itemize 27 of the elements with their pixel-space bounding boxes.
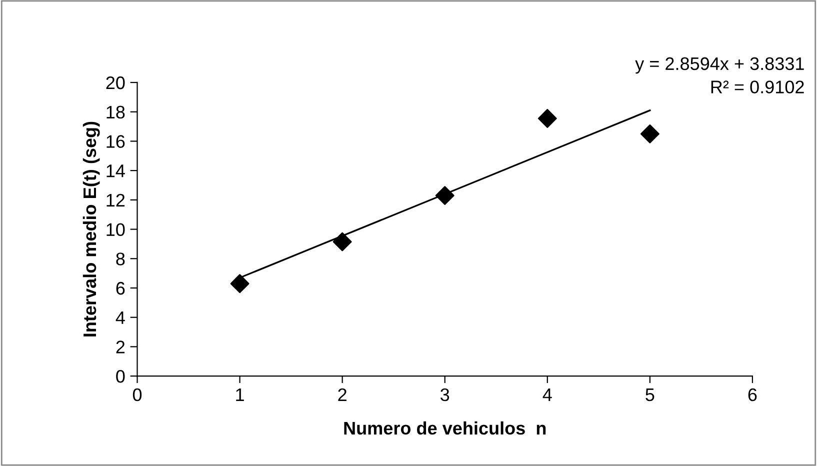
- y-tick-label: 10: [106, 223, 125, 236]
- text: y = 2.8594x + 3.8331: [635, 57, 804, 74]
- y-tick-label: 16: [106, 135, 125, 148]
- y-tick-label: 0: [116, 370, 125, 383]
- x-tick-label: 5: [646, 388, 654, 402]
- y-tick-label: 14: [106, 164, 125, 178]
- x-tick-label: 6: [748, 388, 757, 402]
- point: [332, 232, 352, 252]
- y-tick-label: 8: [116, 252, 125, 266]
- x-tick-label: 3: [440, 388, 450, 402]
- y-tick-label: 18: [106, 106, 125, 119]
- point: [230, 274, 250, 294]
- x-tick-label: 0: [132, 388, 142, 402]
- annotation: R² = 0.9102: [711, 80, 804, 94]
- x-tick-label: 1: [236, 388, 244, 401]
- y-tick-label: 4: [116, 311, 125, 324]
- x-tick-label: 4: [542, 388, 552, 401]
- point: [435, 186, 454, 205]
- y-tick-label: 6: [116, 282, 125, 295]
- x-axis-title: Numero de vehiculos n: [344, 421, 546, 435]
- y-tick-label: 12: [106, 194, 125, 206]
- point: [538, 108, 557, 128]
- y-tick-label: 20: [106, 76, 125, 90]
- y-tick-label: 2: [116, 340, 125, 354]
- y-axis-title: Intervalo medio E(t) (seg): [82, 122, 100, 336]
- point: [640, 124, 660, 144]
- x-tick-label: 2: [338, 388, 346, 401]
